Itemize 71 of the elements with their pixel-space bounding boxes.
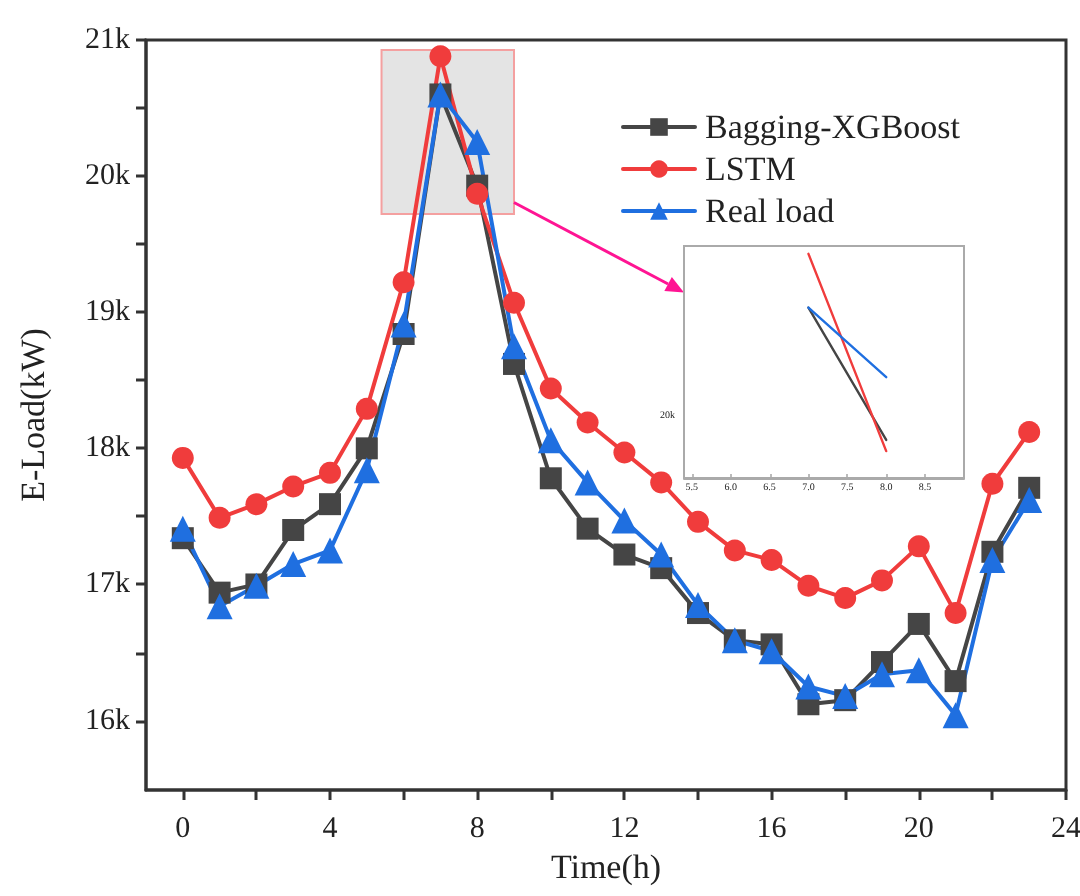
point	[537, 427, 564, 454]
point	[760, 548, 783, 571]
point	[797, 574, 820, 597]
point	[576, 411, 599, 434]
y-tick-label: 17k	[85, 568, 131, 601]
point	[576, 517, 599, 540]
point	[795, 673, 822, 700]
point	[390, 311, 417, 338]
point	[245, 493, 268, 516]
point	[907, 612, 930, 635]
point	[648, 541, 675, 568]
point	[464, 129, 491, 156]
point	[466, 182, 489, 205]
point	[1018, 421, 1041, 444]
legend-label: Real load	[705, 192, 836, 230]
point	[208, 506, 231, 529]
point	[169, 515, 196, 542]
point	[869, 661, 895, 688]
point	[650, 471, 673, 494]
point	[392, 271, 415, 294]
point	[206, 593, 233, 620]
point	[501, 333, 527, 360]
x-tick-label: 0	[175, 813, 191, 845]
point	[319, 461, 341, 484]
x-tick-label: 16	[756, 813, 788, 845]
x-tick-label: 20	[903, 813, 934, 845]
point	[687, 510, 709, 533]
point	[613, 441, 636, 464]
point	[539, 467, 562, 490]
point	[979, 546, 1006, 573]
x-tick-label: 24	[1051, 813, 1080, 845]
legend-label: LSTM	[705, 150, 796, 188]
point	[611, 507, 638, 534]
point	[317, 537, 343, 564]
point	[282, 519, 305, 542]
x-axis-title: Time(h)	[550, 848, 662, 886]
point	[907, 535, 930, 558]
point	[981, 472, 1004, 495]
point	[942, 702, 969, 729]
y-tick-label: 18k	[85, 432, 131, 465]
point	[685, 591, 711, 618]
point	[503, 291, 525, 314]
legend-label: Bagging-XGBoost	[705, 108, 961, 146]
y-tick-label: 21k	[85, 24, 131, 56]
y-tick-label: 19k	[85, 296, 131, 329]
point	[171, 446, 194, 469]
y-axis-title: E-Load(kW)	[14, 328, 52, 502]
point	[429, 45, 452, 68]
point	[613, 543, 636, 566]
y-tick-label: 16k	[85, 704, 131, 737]
point	[905, 657, 932, 684]
point	[574, 469, 601, 496]
point	[539, 377, 562, 400]
point	[1016, 487, 1043, 514]
point	[944, 670, 967, 693]
x-tick-label: 8	[469, 813, 485, 845]
x-tick-label: 12	[609, 813, 640, 845]
point	[871, 569, 893, 592]
point	[280, 551, 307, 578]
point	[834, 587, 857, 610]
x-tick-label: 4	[322, 813, 339, 845]
point	[355, 437, 378, 460]
point	[758, 638, 785, 665]
y-tick-label: 20k	[85, 160, 131, 193]
point	[319, 493, 341, 516]
point	[944, 602, 967, 625]
point	[723, 539, 746, 562]
point	[282, 475, 305, 498]
point	[832, 683, 859, 710]
point	[353, 457, 380, 484]
point	[355, 397, 378, 420]
